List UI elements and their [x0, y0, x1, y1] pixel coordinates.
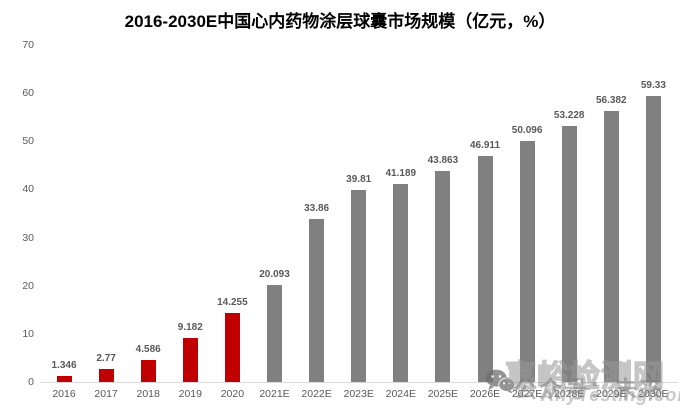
- y-tick-20: 20: [22, 279, 34, 292]
- bar-2026E: [477, 156, 493, 382]
- watermark-site-url: AnyTesting.com: [541, 385, 680, 405]
- x-tick-2030E: 2030E: [638, 388, 669, 400]
- x-tick-2018: 2018: [136, 388, 160, 400]
- value-label-2026E: 46.911: [469, 140, 501, 152]
- value-label-2016: 1.346: [51, 359, 77, 371]
- value-label-2017: 2.77: [96, 352, 116, 364]
- x-tick-2021E: 2021E: [259, 388, 290, 400]
- x-tick-2029E: 2029E: [596, 388, 627, 400]
- y-tick-30: 30: [22, 231, 34, 244]
- x-tick-2020: 2020: [220, 388, 245, 400]
- y-tick-50: 50: [22, 135, 34, 148]
- bar-2021E: [267, 285, 282, 382]
- bar-2018: [140, 359, 156, 382]
- value-label-2018: 4.586: [135, 343, 161, 355]
- x-tick-2024E: 2024E: [385, 388, 416, 400]
- watermark-site-name: 嘉峪检测网: [504, 358, 665, 394]
- watermark-wechat-label: 公众号：未来: [514, 376, 664, 402]
- x-tick-2019: 2019: [178, 388, 202, 400]
- value-label-2022E: 33.86: [304, 202, 330, 214]
- x-tick-2017: 2017: [94, 388, 118, 400]
- value-label-2027E: 50.096: [511, 124, 543, 136]
- bar-2024E: [393, 183, 409, 382]
- x-tick-2025E: 2025E: [427, 388, 459, 400]
- x-tick-2026E: 2026E: [469, 388, 501, 400]
- bar-2016: [56, 375, 72, 382]
- value-label-2021E: 20.093: [259, 269, 290, 281]
- bar-2022E: [309, 218, 325, 382]
- value-label-2019: 9.182: [177, 321, 203, 333]
- x-axis-line: [40, 382, 678, 383]
- bar-2017: [98, 368, 114, 382]
- chart-title: 2016-2030E中国心内药物涂层球囊市场规模（亿元，%）: [124, 12, 556, 31]
- x-tick-2028E: 2028E: [554, 388, 585, 400]
- bar-2025E: [435, 170, 451, 382]
- y-tick-40: 40: [22, 183, 34, 196]
- y-tick-10: 10: [22, 327, 34, 340]
- x-tick-2023E: 2023E: [343, 388, 374, 400]
- bar-2029E: [603, 110, 619, 382]
- value-label-2029E: 56.382: [596, 94, 627, 106]
- x-tick-2016: 2016: [52, 388, 76, 400]
- value-label-2024E: 41.189: [385, 167, 417, 179]
- value-label-2025E: 43.863: [427, 154, 459, 166]
- bar-2028E: [561, 125, 577, 382]
- bar-2019: [182, 337, 198, 382]
- y-tick-0: 0: [28, 376, 34, 388]
- value-label-2028E: 53.228: [553, 109, 585, 121]
- bar-2020: [224, 313, 240, 382]
- x-tick-2027E: 2027E: [511, 388, 543, 400]
- value-label-2023E: 39.81: [346, 174, 372, 186]
- bar-2023E: [351, 190, 367, 382]
- wechat-icon: [485, 369, 515, 394]
- y-tick-70: 70: [22, 39, 34, 51]
- x-tick-2022E: 2022E: [301, 388, 332, 400]
- y-tick-60: 60: [22, 87, 34, 100]
- bar-2027E: [519, 140, 535, 382]
- value-label-2030E: 59.33: [640, 80, 666, 92]
- bar-2030E: [645, 96, 661, 382]
- value-label-2020: 14.255: [217, 297, 248, 309]
